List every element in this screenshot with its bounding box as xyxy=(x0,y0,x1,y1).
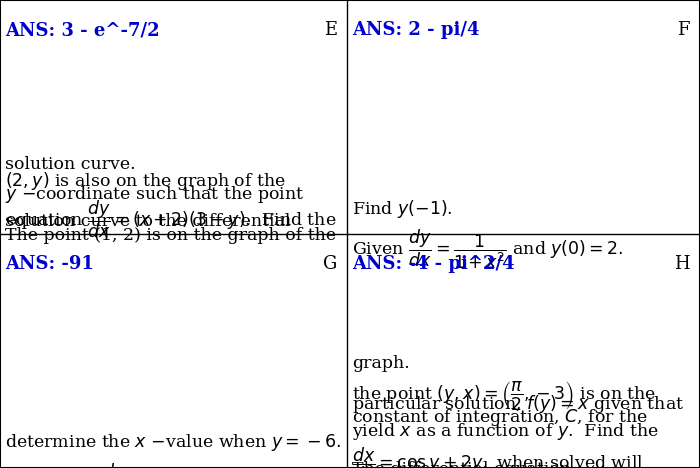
Text: equation $\dfrac{dy}{dx} = (x + 2)(3 - y)$.  Find the: equation $\dfrac{dy}{dx} = (x + 2)(3 - y… xyxy=(5,199,337,241)
Text: ANS: 3 - e^-7/2: ANS: 3 - e^-7/2 xyxy=(5,21,160,39)
Text: the point $(y, x) = \left(\dfrac{\pi}{2}, -3\right)$ is on the: the point $(y, x) = \left(\dfrac{\pi}{2}… xyxy=(353,379,657,412)
Text: E: E xyxy=(323,21,337,39)
Text: G: G xyxy=(323,255,337,273)
Text: ANS: -4 - pi^2/4: ANS: -4 - pi^2/4 xyxy=(353,255,515,273)
Text: Given that $\dfrac{dy}{dx} = \dfrac{1}{1+y^2}$ and $y(-1) = 3,$: Given that $\dfrac{dy}{dx} = \dfrac{1}{1… xyxy=(5,461,332,468)
Text: $(2, y)$ is also on the graph of the: $(2, y)$ is also on the graph of the xyxy=(5,170,286,192)
Text: The differential equation,: The differential equation, xyxy=(353,461,577,468)
Text: ANS: -91: ANS: -91 xyxy=(5,255,94,273)
Text: ANS: 2 - pi/4: ANS: 2 - pi/4 xyxy=(353,21,480,39)
Text: solution curve to the differential: solution curve to the differential xyxy=(5,213,290,230)
Text: solution curve.: solution curve. xyxy=(5,156,136,173)
Text: Given $\dfrac{dy}{dx} = \dfrac{1}{1+x^2}$ and $y(0) = 2.$: Given $\dfrac{dy}{dx} = \dfrac{1}{1+x^2}… xyxy=(353,227,624,271)
Text: F: F xyxy=(677,21,690,39)
Text: The point (1, 2) is on the graph of the: The point (1, 2) is on the graph of the xyxy=(5,227,336,244)
Text: graph.: graph. xyxy=(353,355,410,372)
Text: Find $y(-1).$: Find $y(-1).$ xyxy=(353,197,453,220)
Text: yield $x$ as a function of $y$.  Find the: yield $x$ as a function of $y$. Find the xyxy=(353,421,659,442)
Text: $y$ $-$coordinate such that the point: $y$ $-$coordinate such that the point xyxy=(5,183,304,205)
Text: determine the $x$ $-$value when $y = -6.$: determine the $x$ $-$value when $y = -6.… xyxy=(5,431,341,453)
Text: H: H xyxy=(674,255,690,273)
Text: particular solution, $f(y) = x$ given that: particular solution, $f(y) = x$ given th… xyxy=(353,393,685,415)
Text: $\dfrac{dx}{dy} = \cos y + 2y,$ when solved will: $\dfrac{dx}{dy} = \cos y + 2y,$ when sol… xyxy=(353,446,645,468)
Text: constant of integration, $C$, for the: constant of integration, $C$, for the xyxy=(353,407,649,428)
